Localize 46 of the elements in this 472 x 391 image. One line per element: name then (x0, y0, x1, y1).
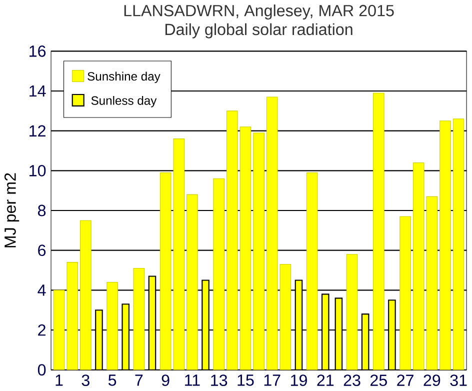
bar (226, 110, 238, 370)
bar (66, 262, 78, 370)
bar (373, 92, 384, 370)
y-tick-label: 16 (30, 46, 46, 58)
x-tick-label: 7 (135, 374, 143, 386)
bar (253, 132, 264, 370)
x-tick-label: 29 (424, 374, 440, 386)
chart-subtitle: Daily global solar radiation (165, 24, 352, 39)
x-tick-label: 31 (450, 374, 467, 386)
y-tick-label: 0 (38, 364, 46, 376)
y-axis-title: MJ per m2 (4, 173, 20, 248)
x-tick-label: 23 (344, 374, 360, 386)
x-tick-label: 21 (317, 374, 334, 386)
x-tick-label: 5 (108, 374, 116, 386)
legend-label: Sunshine day (88, 72, 160, 84)
bar (306, 172, 318, 370)
bar (213, 178, 224, 370)
bar (240, 126, 252, 370)
x-tick-label: 19 (290, 374, 307, 386)
x-tick-label: 9 (162, 374, 170, 386)
x-tick-label: 11 (185, 374, 200, 386)
y-tick-label: 10 (30, 165, 46, 177)
bar (346, 254, 358, 370)
bar (440, 120, 451, 370)
x-tick-label: 3 (82, 374, 90, 386)
bar (452, 118, 464, 370)
x-tick-label: 15 (238, 374, 254, 386)
x-tick-label: 1 (56, 374, 63, 386)
y-tick-label: 14 (30, 86, 46, 97)
y-tick-label: 8 (38, 205, 46, 216)
legend-label: Sunless day (91, 96, 157, 108)
bar (80, 220, 92, 370)
x-tick-label: 25 (370, 374, 387, 386)
y-tick-label: 12 (30, 125, 46, 137)
bar (400, 216, 411, 370)
bar (186, 194, 198, 370)
x-tick-label: 13 (211, 374, 228, 386)
bar (133, 268, 145, 370)
x-tick-label: 27 (397, 374, 414, 386)
x-tick-label: 17 (264, 374, 280, 386)
y-tick-label: 4 (38, 284, 46, 296)
y-tick-label: 2 (38, 324, 46, 336)
bar (53, 290, 65, 370)
y-tick-label: 6 (38, 244, 46, 256)
chart-title: LLANSADWRN, Anglesey, MAR 2015 (124, 4, 394, 20)
bar (106, 282, 118, 370)
